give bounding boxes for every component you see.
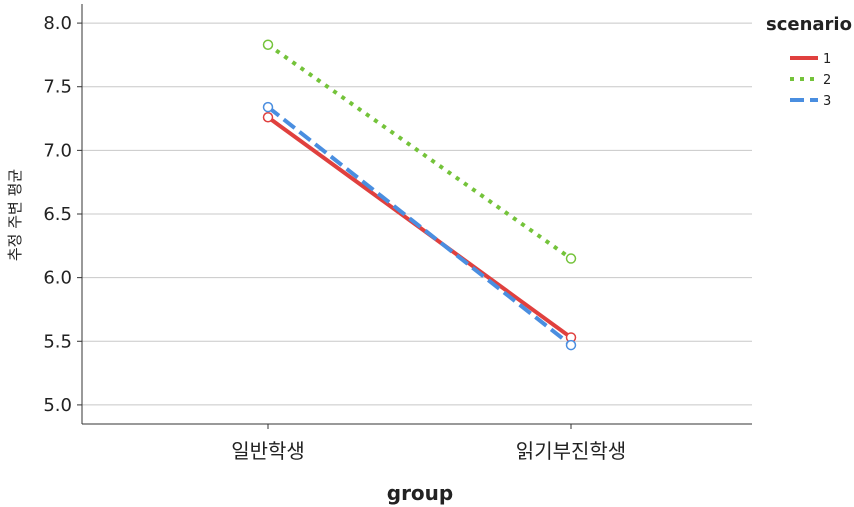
legend-label: 2: [823, 73, 831, 88]
x-tick-label: 일반학생: [231, 439, 305, 463]
series-line: [266, 105, 573, 347]
y-tick-label: 6.5: [43, 204, 72, 225]
y-tick-label: 6.0: [43, 268, 72, 289]
series-layer: [262, 39, 577, 351]
legend-label: 1: [823, 52, 831, 67]
x-tick-labels: 일반학생 읽기부진학생: [231, 424, 626, 463]
y-axis-title: 추정 주변 평균: [6, 169, 24, 262]
legend: scenario 1 2 3: [766, 14, 852, 109]
data-point: [565, 253, 577, 264]
legend-label: 3: [823, 94, 831, 109]
series-2: [262, 39, 577, 264]
y-tick-label: 8.0: [43, 13, 72, 34]
data-point: [262, 101, 274, 113]
y-tick-label: 5.0: [43, 395, 72, 416]
x-axis-title: group: [387, 481, 453, 505]
data-point: [262, 39, 274, 50]
series-3: [262, 101, 577, 351]
y-tick-label: 7.0: [43, 140, 72, 161]
series-line: [266, 43, 573, 261]
data-point: [565, 339, 577, 351]
y-tick-label: 7.5: [43, 77, 72, 98]
x-tick-label: 읽기부진학생: [516, 439, 626, 463]
y-tick-labels: 5.0 5.5 6.0 6.5 7.0 7.5 8.0: [43, 13, 72, 416]
legend-title: scenario: [766, 14, 852, 35]
axes: [81, 4, 752, 425]
y-tick-label: 5.5: [43, 331, 72, 352]
data-point: [262, 112, 274, 123]
gridlines: [77, 22, 752, 406]
